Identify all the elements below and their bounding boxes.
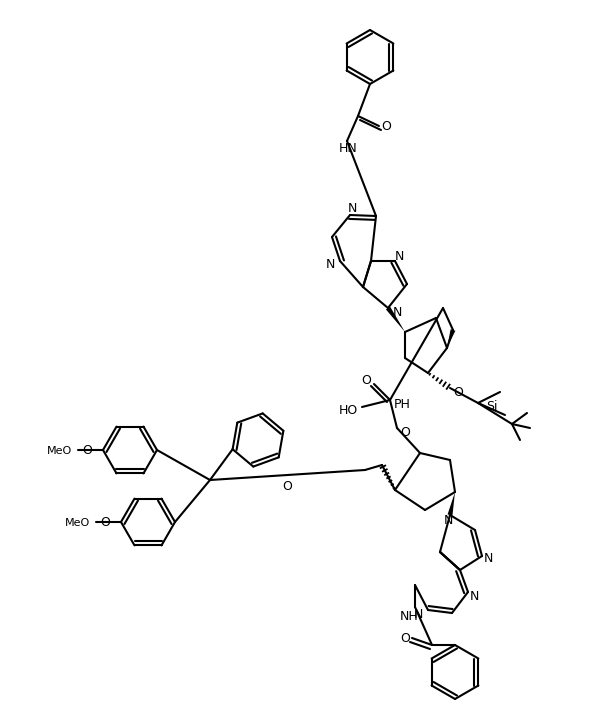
Text: MeO: MeO xyxy=(64,518,90,528)
Text: O: O xyxy=(100,516,110,529)
Text: N: N xyxy=(444,515,453,528)
Text: N: N xyxy=(394,250,403,264)
Text: MeO: MeO xyxy=(47,446,72,456)
Text: N: N xyxy=(484,552,492,566)
Text: N: N xyxy=(393,306,402,319)
Polygon shape xyxy=(386,306,405,332)
Text: NH: NH xyxy=(399,611,418,624)
Text: HO: HO xyxy=(338,404,358,417)
Polygon shape xyxy=(447,329,455,348)
Text: N: N xyxy=(348,203,357,216)
Text: O: O xyxy=(453,386,463,399)
Text: O: O xyxy=(400,632,410,645)
Text: N: N xyxy=(469,590,479,603)
Text: O: O xyxy=(82,444,92,457)
Text: HN: HN xyxy=(339,142,358,155)
Text: Si: Si xyxy=(486,399,498,412)
Text: PH: PH xyxy=(394,399,411,412)
Text: N: N xyxy=(326,258,335,272)
Text: O: O xyxy=(400,426,410,439)
Polygon shape xyxy=(448,492,455,515)
Text: O: O xyxy=(381,121,391,134)
Text: O: O xyxy=(361,375,371,388)
Text: O: O xyxy=(283,481,292,494)
Text: N: N xyxy=(413,608,423,621)
